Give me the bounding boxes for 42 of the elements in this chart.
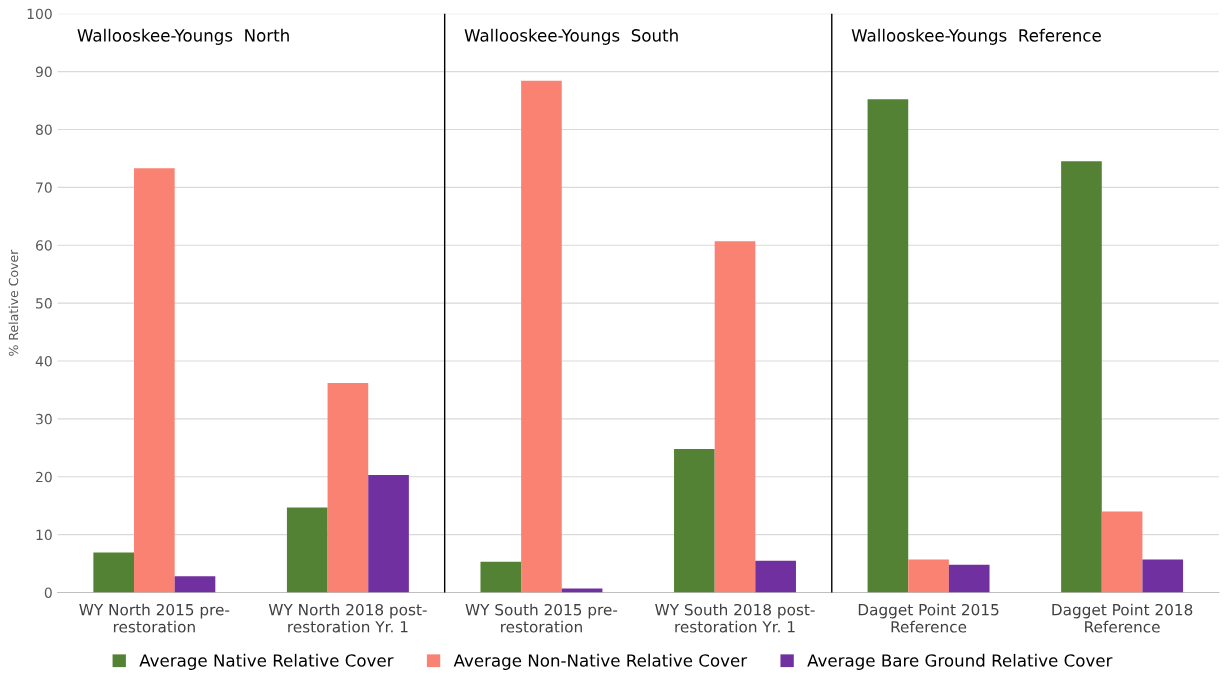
- x-tick-label: WY North 2015 pre- restoration: [79, 603, 230, 633]
- bar: [368, 475, 409, 593]
- annotation: Wallooskee-Youngs North: [77, 28, 289, 45]
- y-tick-label: 30: [36, 413, 52, 425]
- y-tick-label: 70: [36, 182, 52, 193]
- bar: [327, 382, 369, 593]
- x-tick-label: WY South 2018 post- restoration Yr. 1: [655, 603, 815, 633]
- bar: [755, 560, 796, 593]
- bar: [286, 507, 328, 593]
- bar: [134, 168, 175, 593]
- bar: [674, 448, 715, 593]
- y-tick-label: 60: [36, 240, 52, 251]
- x-tick-label: WY North 2018 post- restoration Yr. 1: [268, 603, 427, 633]
- x-tick-label: Dagget Point 2015 Reference: [858, 603, 999, 633]
- legend-label: Average Native Relative Cover: [139, 653, 394, 670]
- bar: [1101, 511, 1143, 593]
- bar: [867, 99, 909, 593]
- bar: [174, 576, 216, 593]
- y-tick-label: 0: [44, 587, 52, 598]
- annotation: Wallooskee-Youngs South: [464, 28, 678, 45]
- bar: [948, 564, 990, 593]
- y-tick-label: 50: [36, 298, 52, 309]
- bar: [561, 588, 603, 593]
- legend-label: Average Bare Ground Relative Cover: [807, 653, 1113, 670]
- bar: [714, 241, 756, 593]
- bar: [480, 561, 522, 593]
- annotation: Wallooskee-Youngs Reference: [851, 28, 1101, 45]
- bar: [1142, 559, 1184, 593]
- bar: [908, 559, 949, 593]
- bar: [1061, 161, 1102, 593]
- y-axis-title: % Relative Cover: [8, 249, 19, 356]
- y-tick-label: 40: [35, 355, 52, 367]
- bar: [93, 552, 135, 593]
- y-tick-label: 80: [35, 124, 52, 135]
- bar: [521, 80, 562, 593]
- x-tick-label: Dagget Point 2018 Reference: [1052, 603, 1193, 633]
- y-tick-label: 10: [36, 529, 52, 541]
- legend-label: Average Non-Native Relative Cover: [453, 653, 748, 670]
- x-tick-label: WY South 2015 pre- restoration: [465, 603, 618, 633]
- y-tick-label: 100: [27, 8, 52, 20]
- y-tick-label: 90: [35, 66, 52, 78]
- y-tick-label: 20: [36, 471, 52, 483]
